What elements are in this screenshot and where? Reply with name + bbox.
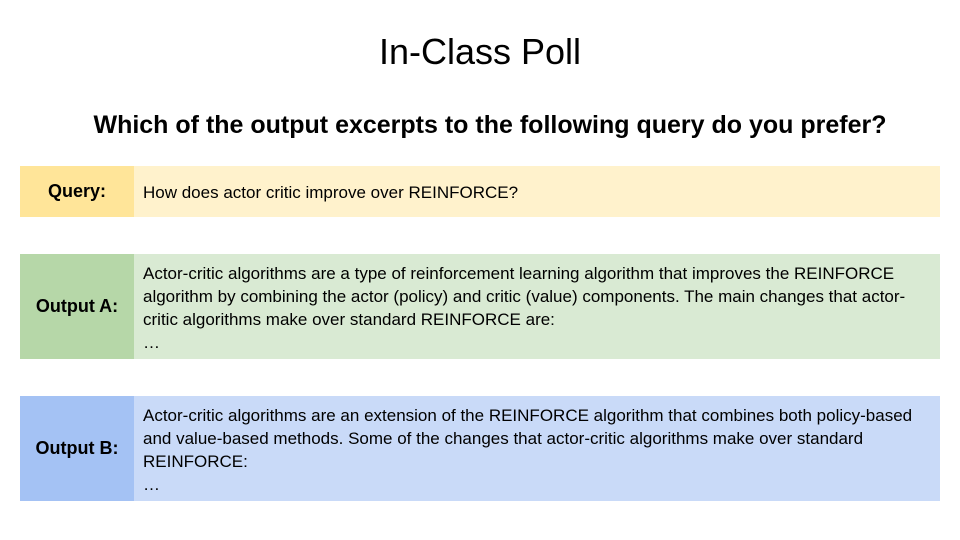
query-row: Query: How does actor critic improve ove…: [20, 166, 940, 217]
query-label: Query:: [20, 166, 134, 217]
output-a-text: Actor-critic algorithms are a type of re…: [143, 263, 906, 329]
output-b-text: Actor-critic algorithms are an extension…: [143, 405, 913, 471]
output-b-label: Output B:: [20, 396, 134, 501]
output-b-row: Output B: Actor-critic algorithms are an…: [20, 396, 940, 501]
output-a-row: Output A: Actor-critic algorithms are a …: [20, 254, 940, 359]
slide-title: In-Class Poll: [378, 31, 582, 72]
output-b-text-cell: Actor-critic algorithms are an extension…: [134, 396, 940, 501]
output-a-text-cell: Actor-critic algorithms are a type of re…: [134, 254, 940, 359]
query-text-cell: How does actor critic improve over REINF…: [134, 166, 940, 217]
poll-question: Which of the output excerpts to the foll…: [93, 111, 887, 139]
output-a-ellipsis: …: [143, 332, 160, 352]
output-b-ellipsis: …: [143, 474, 160, 494]
output-a-label: Output A:: [20, 254, 134, 359]
query-text: How does actor critic improve over REINF…: [143, 183, 519, 202]
